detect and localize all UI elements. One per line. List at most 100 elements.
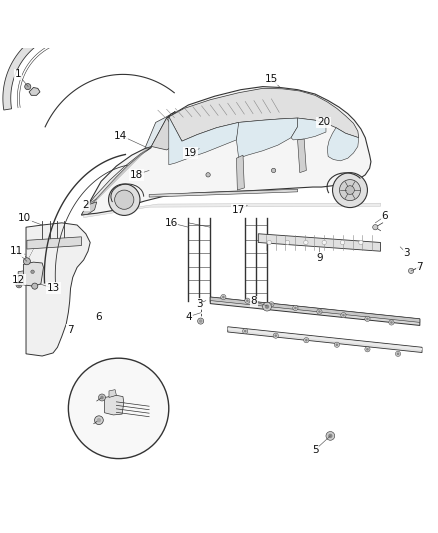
Circle shape [109,184,140,215]
Text: 7: 7 [67,325,74,335]
Text: 5: 5 [312,445,318,455]
Circle shape [346,185,354,195]
Polygon shape [109,390,117,398]
Polygon shape [23,262,43,286]
Circle shape [366,348,369,351]
Circle shape [267,240,272,245]
Text: 6: 6 [381,211,388,221]
Circle shape [95,416,103,425]
Polygon shape [258,234,381,251]
Text: 12: 12 [11,274,25,285]
Circle shape [332,173,367,207]
Circle shape [275,334,277,337]
Circle shape [23,258,30,265]
Polygon shape [27,237,81,249]
Circle shape [243,328,248,334]
Circle shape [365,316,370,321]
Text: 3: 3 [196,298,203,309]
Circle shape [340,240,345,245]
Polygon shape [84,203,381,217]
Polygon shape [237,155,244,190]
Polygon shape [228,327,422,352]
Circle shape [342,314,345,317]
Circle shape [244,330,247,333]
Circle shape [366,318,369,320]
Circle shape [245,298,250,303]
Circle shape [373,224,378,230]
Circle shape [97,418,101,422]
Polygon shape [291,118,326,140]
Polygon shape [169,117,239,165]
Circle shape [397,352,399,355]
Polygon shape [166,88,359,141]
Circle shape [206,173,210,177]
Circle shape [199,319,202,323]
Circle shape [273,333,279,338]
Polygon shape [26,223,90,356]
Circle shape [198,318,204,324]
Polygon shape [210,297,420,326]
Text: 18: 18 [129,170,143,180]
Text: 9: 9 [316,253,323,263]
Text: 3: 3 [403,248,410,259]
Text: 13: 13 [46,284,60,293]
Circle shape [293,305,298,311]
Circle shape [32,283,38,289]
Polygon shape [237,118,297,158]
Polygon shape [105,395,124,415]
Polygon shape [145,111,175,149]
Circle shape [222,296,225,298]
Circle shape [396,351,401,357]
Circle shape [99,394,106,401]
Circle shape [317,309,322,314]
Polygon shape [327,128,359,161]
Polygon shape [228,328,422,350]
Circle shape [221,294,226,300]
Circle shape [25,84,31,90]
Circle shape [100,395,104,399]
Circle shape [409,268,414,273]
Circle shape [359,240,363,245]
Circle shape [31,270,34,273]
Circle shape [322,240,326,245]
Circle shape [390,321,393,324]
Text: 7: 7 [417,262,423,271]
Polygon shape [151,118,182,150]
Circle shape [305,339,307,342]
Text: 1: 1 [15,69,21,79]
Circle shape [339,180,360,200]
Text: 8: 8 [251,296,257,306]
Text: 2: 2 [82,200,89,211]
Text: 17: 17 [232,205,245,215]
Text: 15: 15 [265,74,278,84]
Circle shape [246,300,249,302]
Circle shape [341,312,346,318]
Polygon shape [3,25,67,110]
Circle shape [270,303,273,305]
Circle shape [272,168,276,173]
Circle shape [294,306,297,309]
Text: 14: 14 [114,131,127,141]
Circle shape [16,282,22,288]
Polygon shape [81,147,151,215]
Circle shape [336,343,338,346]
Circle shape [334,342,339,348]
Polygon shape [29,87,40,95]
Text: 10: 10 [18,214,31,223]
Polygon shape [210,297,420,322]
Circle shape [68,358,169,458]
Circle shape [263,302,272,311]
Circle shape [328,434,332,438]
Circle shape [286,240,290,245]
Text: 4: 4 [185,312,192,322]
Circle shape [18,284,20,286]
Circle shape [265,304,269,309]
Polygon shape [18,271,23,283]
Circle shape [304,240,308,245]
Text: 20: 20 [317,117,330,127]
Polygon shape [297,139,306,173]
Text: 19: 19 [184,148,197,158]
Circle shape [115,190,134,209]
Circle shape [365,346,370,352]
Text: 16: 16 [164,218,177,228]
